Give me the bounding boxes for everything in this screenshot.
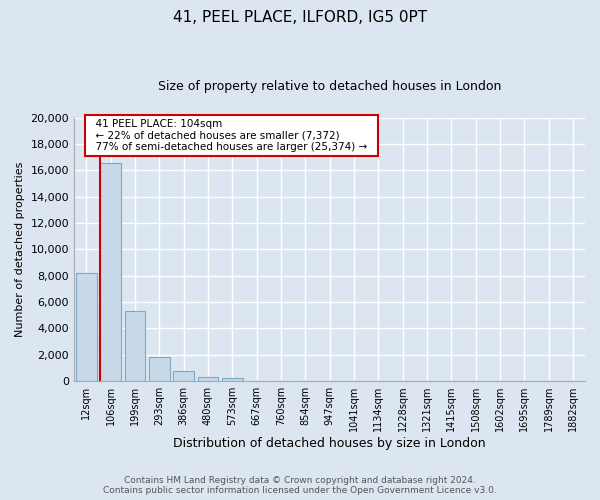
- Bar: [100, 162, 121, 381]
- Bar: [173, 371, 194, 381]
- X-axis label: Distribution of detached houses by size in London: Distribution of detached houses by size …: [173, 437, 486, 450]
- Text: 41 PEEL PLACE: 104sqm  
  ← 22% of detached houses are smaller (7,372)  
  77% o: 41 PEEL PLACE: 104sqm ← 22% of detached …: [89, 119, 374, 152]
- Bar: [149, 358, 170, 381]
- Y-axis label: Number of detached properties: Number of detached properties: [15, 162, 25, 337]
- Bar: [125, 312, 145, 381]
- Text: 41, PEEL PLACE, ILFORD, IG5 0PT: 41, PEEL PLACE, ILFORD, IG5 0PT: [173, 10, 427, 25]
- Text: Contains HM Land Registry data © Crown copyright and database right 2024.
Contai: Contains HM Land Registry data © Crown c…: [103, 476, 497, 495]
- Bar: [222, 378, 242, 381]
- Bar: [197, 378, 218, 381]
- Bar: [76, 273, 97, 381]
- Title: Size of property relative to detached houses in London: Size of property relative to detached ho…: [158, 80, 501, 93]
